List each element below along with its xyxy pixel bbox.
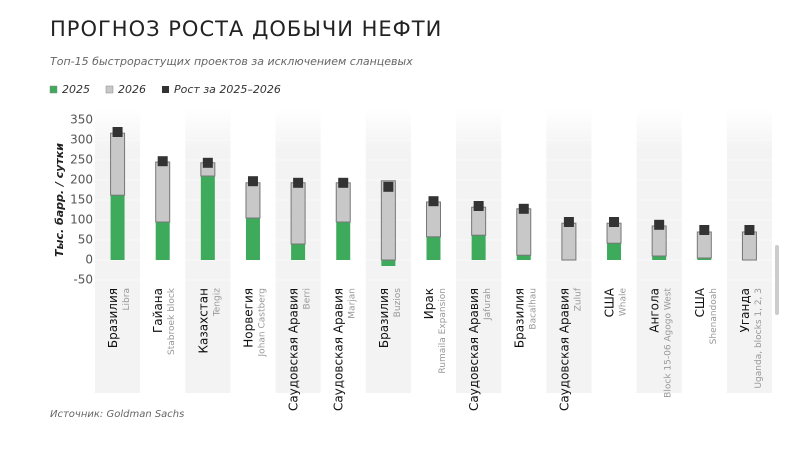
project-label: Whale [619,288,629,317]
growth-marker [157,156,168,167]
legend-swatch [49,85,58,94]
x-tick-label: Уганда [738,288,752,332]
bar-segment [200,176,215,260]
project-label: Tengiz [212,288,222,317]
bar-segment [471,206,487,236]
legend-label: Рост за 2025–2026 [174,83,281,96]
legend-label: 2025 [62,83,90,96]
bar-segment [155,222,170,260]
growth-marker [112,127,123,137]
growth-marker [654,219,665,230]
x-tick-label: Бразилия [106,288,120,348]
growth-marker [699,225,710,235]
bar-segment [380,180,396,261]
bar-segment [607,243,622,260]
chart-title: Прогноз роста добычи нефти [50,17,442,41]
project-label: Block 15-06 Agogo West [664,288,674,398]
y-tick-label: 0 [85,253,93,267]
growth-marker [247,176,258,187]
x-tick-label: Саудовская Аравия [287,288,301,411]
x-tick-label: Саудовская Аравия [467,288,481,411]
y-tick-label: 350 [70,113,93,127]
project-label: Bacalhau [528,288,538,330]
project-label: Johan Castberg [257,288,267,357]
project-label: Berri [303,288,313,309]
x-tick-label: Ирак [422,288,436,319]
y-tick-label: 150 [70,193,93,207]
bar-segment [426,236,441,260]
y-tick-label: 100 [70,213,93,227]
bar-segment [110,195,125,260]
y-tick-label: 50 [78,233,93,247]
bar-segment [110,132,126,196]
bar-segment [697,258,712,260]
x-tick-label: Гайана [151,288,165,333]
y-tick-label: 200 [70,173,93,187]
bar-segment [696,231,712,259]
bar-segment [651,225,667,257]
bar-segment [291,244,306,260]
project-label: Zuluf [573,287,583,311]
source: Источник: Goldman Sachs [50,409,184,420]
x-tick-label: США [603,287,617,317]
y-tick-label: 300 [70,133,93,147]
growth-marker [609,217,620,227]
growth-marker [428,196,439,207]
bar-segment [290,182,306,245]
project-label: Buzios [393,288,403,318]
legend-label: 2026 [118,83,146,96]
bar-segment [516,255,531,260]
project-label: Stabroek block [167,287,177,355]
y-tick-label: -50 [73,273,93,287]
project-label: Libra [122,288,132,310]
x-tick-label: США [693,287,707,317]
chart-subtitle: Топ-15 быстрорастущих проектов за исключ… [50,55,413,68]
project-label: Jafurah [483,288,493,321]
x-tick-label: Саудовская Аравия [332,288,346,411]
growth-marker [383,181,394,192]
project-label: Marjan [348,288,358,319]
growth-marker [202,157,213,168]
x-tick-label: Ангола [648,288,662,333]
y-axis-label: Тыс. барр. / сутки [53,143,66,257]
project-label: Rumaila Expansion [438,288,448,374]
x-tick-label: Бразилия [377,288,391,348]
x-tick-label: Саудовская Аравия [557,288,571,411]
bar-segment [741,231,757,261]
bar-segment [471,235,486,260]
bar-segment [335,182,351,223]
x-tick-label: Норвегия [241,288,255,348]
growth-marker [744,225,755,235]
growth-marker [473,201,484,211]
legend-swatch [162,86,169,93]
x-tick-label: Бразилия [512,288,526,348]
y-tick-label: 250 [70,153,93,167]
growth-marker [293,177,304,188]
bar-segment [336,222,351,260]
growth-marker [563,217,574,227]
bar-segment [245,218,260,260]
bar-segment [652,256,667,260]
growth-marker [518,203,529,214]
growth-marker [338,177,349,188]
bar-segment [155,161,171,223]
legend-swatch [105,85,114,94]
x-tick-label: Казахстан [196,288,210,354]
bar-segment [426,201,441,238]
bar-segment [516,208,532,256]
scrollbar[interactable] [775,245,779,315]
bar-segment [245,182,261,219]
bar-segment [381,260,396,266]
project-label: Uganda, blocks 1, 2, 3 [754,288,764,389]
bar-segment [561,222,577,261]
project-label: Shenandoah [709,288,719,344]
